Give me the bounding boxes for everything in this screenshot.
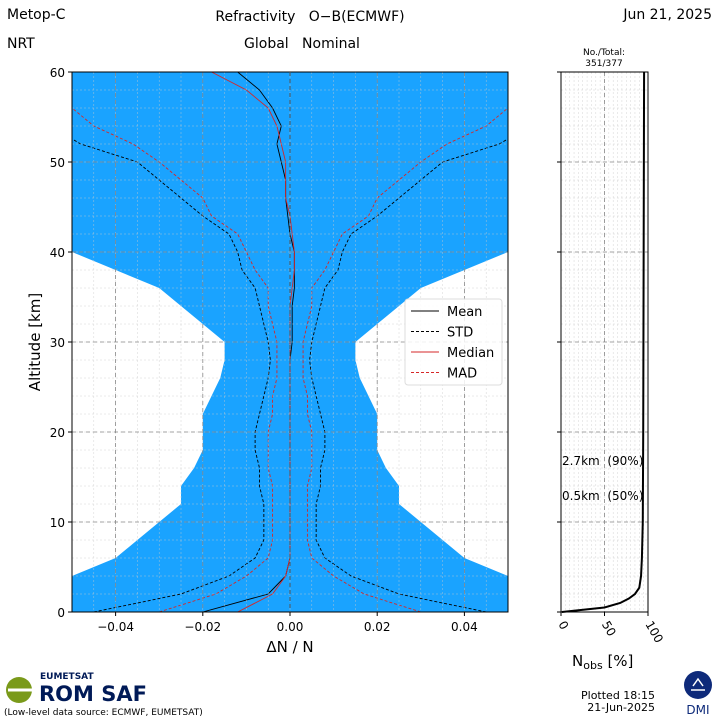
annotation: 0.5km (50%) [562,489,643,503]
series-line [561,71,646,613]
y-tick-label: 20 [50,426,65,440]
x-axis-label: ΔN / N [266,638,313,656]
x-tick-label: 0.02 [364,620,391,634]
x-tick-label: 0 [555,619,571,633]
frame [560,71,649,613]
annotation: 2.7km (90%) [562,454,643,468]
source: (Low-level data source: ECMWF, EUMETSAT) [4,708,203,718]
y-tick-label: 40 [50,246,65,260]
x-axis-label-part: N [572,652,583,670]
x-axis-label-part: [%] [603,652,634,670]
x-axis-label-part: obs [583,659,603,672]
institute: DMI [686,703,709,717]
plotted: Plotted 18:15 [581,689,655,702]
region: Global Nominal [244,36,360,52]
legend-box [404,298,503,386]
brand: ROM SAF [39,682,147,706]
y-axis-label: Altitude [km] [26,293,44,391]
y-tick-label: 10 [50,516,65,530]
x-tick-label: 50 [599,619,619,639]
satellite: Metop-C [7,7,66,23]
y-tick-label: 0 [57,606,65,620]
org: EUMETSAT [40,672,94,682]
y-tick-label: 50 [50,156,65,170]
x-tick-label: −0.04 [97,620,134,634]
plotted-date: 21-Jun-2025 [587,701,655,714]
x-axis-label: Nobs [%] [572,652,633,672]
y-tick-label: 30 [50,336,65,350]
legend-label: STD [447,326,473,341]
panel-title: 351/377 [585,59,622,69]
panel-title: No./Total: [583,48,625,58]
logo: EUMETSAT ROM SAF (Low-level data source:… [4,671,712,718]
legend-label: MAD [447,367,477,382]
y-tick-label: 60 [50,66,65,80]
legend-label: Median [447,346,494,361]
product: Refractivity O−B(ECMWF) [215,9,404,25]
x-tick-label: 0.04 [451,620,478,634]
x-tick-label: 100 [642,619,666,646]
x-tick-label: −0.02 [184,620,221,634]
date: Jun 21, 2025 [622,7,712,23]
legend-label: Mean [447,305,482,320]
mode: NRT [7,36,35,52]
x-tick-label: 0.00 [277,620,304,634]
